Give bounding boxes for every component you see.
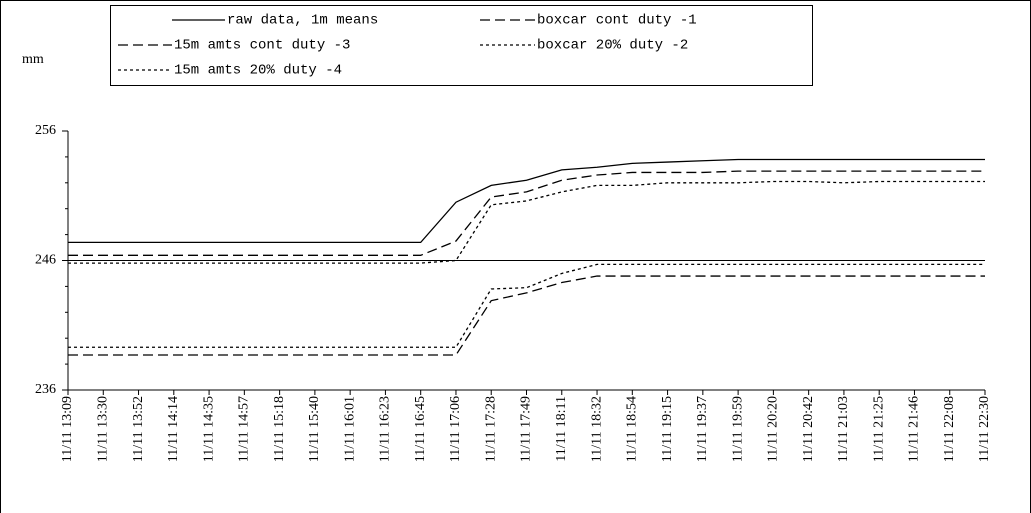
series-line xyxy=(68,275,985,356)
x-tick-label: 11/11 22:08 xyxy=(942,396,957,462)
x-tick-label: 11/11 15:40 xyxy=(307,396,322,462)
x-tick-label: 11/11 17:06 xyxy=(448,396,463,462)
x-tick-label: 11/11 17:49 xyxy=(519,396,534,462)
x-tick-label: 11/11 21:25 xyxy=(871,396,886,462)
x-tick-label: 11/11 16:01 xyxy=(342,396,357,462)
x-tick-label: 11/11 13:09 xyxy=(60,396,75,462)
legend-label: 15m amts cont duty -3 xyxy=(174,38,350,54)
x-tick-label: 11/11 22:30 xyxy=(977,396,992,462)
legend-label: boxcar 20% duty -2 xyxy=(537,38,688,54)
legend-label: 15m amts 20% duty -4 xyxy=(174,63,342,79)
x-tick-label: 11/11 14:57 xyxy=(237,396,252,462)
y-axis-label: mm xyxy=(22,52,44,67)
x-tick-label: 11/11 13:52 xyxy=(131,396,146,462)
x-tick-label: 11/11 16:45 xyxy=(413,396,428,462)
legend-box xyxy=(110,5,813,86)
x-tick-label: 11/11 17:28 xyxy=(483,396,498,462)
x-tick-label: 11/11 20:20 xyxy=(766,396,781,462)
x-tick-label: 11/11 15:18 xyxy=(272,396,287,462)
y-tick-label: 256 xyxy=(35,123,56,138)
x-tick-label: 11/11 16:23 xyxy=(378,396,393,462)
x-tick-label: 11/11 20:42 xyxy=(801,396,816,462)
x-tick-label: 11/11 14:14 xyxy=(166,396,181,462)
x-tick-label: 11/11 21:46 xyxy=(907,396,922,462)
legend-label: raw data, 1m means xyxy=(227,13,378,29)
x-tick-label: 11/11 18:11 xyxy=(554,396,569,462)
x-tick-label: 11/11 19:59 xyxy=(730,396,745,462)
x-tick-label: 11/11 18:54 xyxy=(625,396,640,462)
series-line xyxy=(68,180,985,264)
x-tick-label: 11/11 21:03 xyxy=(836,396,851,462)
series-line xyxy=(68,170,985,256)
legend-label: boxcar cont duty -1 xyxy=(537,13,697,29)
x-tick-label: 11/11 19:15 xyxy=(660,396,675,462)
x-tick-label: 11/11 14:35 xyxy=(201,396,216,462)
y-tick-label: 236 xyxy=(35,382,56,397)
y-tick-label: 246 xyxy=(35,253,56,268)
series-line xyxy=(68,158,985,244)
x-tick-label: 11/11 19:37 xyxy=(695,396,710,462)
series-line xyxy=(68,263,985,348)
x-tick-label: 11/11 18:32 xyxy=(589,396,604,462)
x-tick-label: 11/11 13:30 xyxy=(95,396,110,462)
